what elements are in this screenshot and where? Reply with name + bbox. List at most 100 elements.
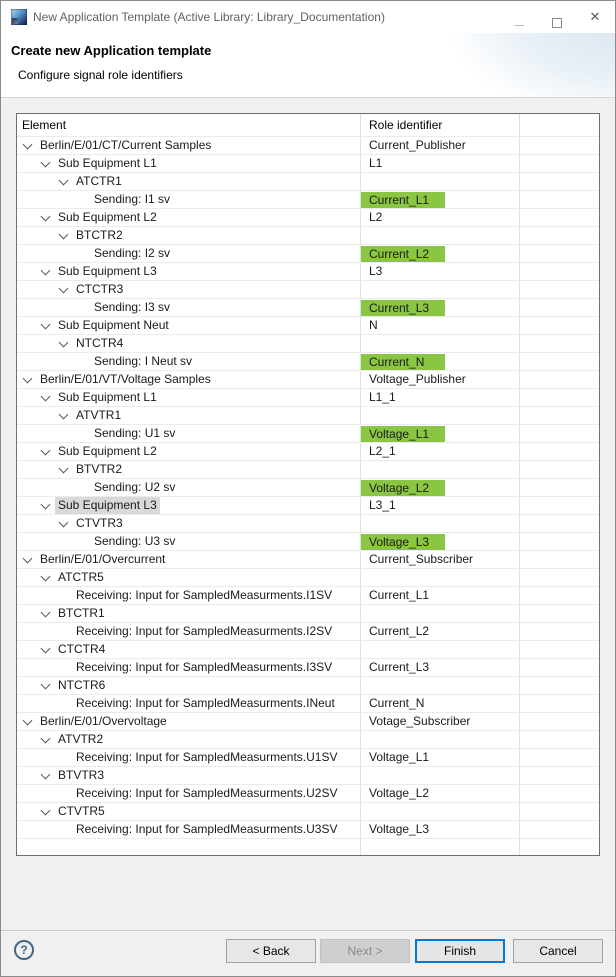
chevron-down-icon[interactable]	[40, 607, 51, 617]
element-cell[interactable]: Sub Equipment L2	[17, 443, 360, 460]
table-row[interactable]: Sub Equipment L2 L2	[17, 209, 599, 227]
role-identifier-cell[interactable]: Current_N	[360, 695, 519, 712]
role-identifier-cell[interactable]	[360, 407, 519, 424]
chevron-down-icon[interactable]	[58, 517, 69, 527]
table-row[interactable]: Berlin/E/01/VT/Voltage Samples Voltage_P…	[17, 371, 599, 389]
extra-cell[interactable]	[519, 299, 599, 316]
element-cell[interactable]: Sub Equipment Neut	[17, 317, 360, 334]
chevron-down-icon[interactable]	[40, 265, 51, 275]
element-cell[interactable]: Receiving: Input for SampledMeasurments.…	[17, 749, 360, 766]
extra-cell[interactable]	[519, 821, 599, 838]
element-cell[interactable]: Sending: I2 sv	[17, 245, 360, 262]
table-row[interactable]: Sending: U3 sv Voltage_L3	[17, 533, 599, 551]
role-identifier-cell[interactable]: Current_Subscriber	[360, 551, 519, 568]
extra-cell[interactable]	[519, 713, 599, 730]
next-button[interactable]: Next >	[320, 939, 410, 963]
element-cell[interactable]: Receiving: Input for SampledMeasurments.…	[17, 821, 360, 838]
table-row[interactable]: Sub Equipment L1 L1	[17, 155, 599, 173]
extra-cell[interactable]	[519, 569, 599, 586]
table-row[interactable]: ATCTR1	[17, 173, 599, 191]
element-cell[interactable]: CTVTR5	[17, 803, 360, 820]
chevron-down-icon[interactable]	[40, 391, 51, 401]
element-cell[interactable]: Berlin/E/01/CT/Current Samples	[17, 137, 360, 154]
element-cell[interactable]: Receiving: Input for SampledMeasurments.…	[17, 785, 360, 802]
role-identifier-cell[interactable]: Current_Publisher	[360, 137, 519, 154]
role-identifier-cell[interactable]: L3	[360, 263, 519, 280]
extra-cell[interactable]	[519, 353, 599, 370]
extra-cell[interactable]	[519, 803, 599, 820]
extra-cell[interactable]	[519, 749, 599, 766]
role-identifier-cell[interactable]: L2	[360, 209, 519, 226]
chevron-down-icon[interactable]	[58, 409, 69, 419]
extra-cell[interactable]	[519, 227, 599, 244]
extra-cell[interactable]	[519, 191, 599, 208]
extra-cell[interactable]	[519, 479, 599, 496]
element-cell[interactable]: Sub Equipment L1	[17, 389, 360, 406]
extra-cell[interactable]	[519, 443, 599, 460]
chevron-down-icon[interactable]	[40, 733, 51, 743]
extra-cell[interactable]	[519, 605, 599, 622]
extra-cell[interactable]	[519, 371, 599, 388]
element-cell[interactable]: Sending: U1 sv	[17, 425, 360, 442]
role-identifier-cell[interactable]	[360, 569, 519, 586]
role-identifier-cell[interactable]: L3_1	[360, 497, 519, 514]
extra-cell[interactable]	[519, 425, 599, 442]
role-identifier-cell[interactable]	[360, 605, 519, 622]
element-cell[interactable]: CTCTR4	[17, 641, 360, 658]
role-identifier-cell[interactable]: Current_L1	[360, 191, 519, 208]
chevron-down-icon[interactable]	[40, 157, 51, 167]
role-identifier-cell[interactable]	[360, 731, 519, 748]
table-row[interactable]: NTCTR4	[17, 335, 599, 353]
chevron-down-icon[interactable]	[58, 337, 69, 347]
role-identifier-cell[interactable]	[360, 281, 519, 298]
element-cell[interactable]: Sub Equipment L2	[17, 209, 360, 226]
extra-cell[interactable]	[519, 785, 599, 802]
element-cell[interactable]: BTCTR2	[17, 227, 360, 244]
maximize-button[interactable]	[538, 1, 576, 33]
role-identifier-cell[interactable]: Voltage_L2	[360, 785, 519, 802]
element-cell[interactable]: ATCTR1	[17, 173, 360, 190]
element-cell[interactable]: Sending: U3 sv	[17, 533, 360, 550]
extra-cell[interactable]	[519, 677, 599, 694]
table-row[interactable]: Berlin/E/01/Overcurrent Current_Subscrib…	[17, 551, 599, 569]
extra-cell[interactable]	[519, 173, 599, 190]
table-row[interactable]: Sending: I3 sv Current_L3	[17, 299, 599, 317]
role-identifier-cell[interactable]: L2_1	[360, 443, 519, 460]
chevron-down-icon[interactable]	[40, 643, 51, 653]
chevron-down-icon[interactable]	[58, 175, 69, 185]
extra-cell[interactable]	[519, 281, 599, 298]
extra-cell[interactable]	[519, 731, 599, 748]
element-cell[interactable]: ATVTR1	[17, 407, 360, 424]
table-row[interactable]: Receiving: Input for SampledMeasurments.…	[17, 695, 599, 713]
role-identifier-cell[interactable]: Voltage_L2	[360, 479, 519, 496]
column-header-element[interactable]: Element	[22, 118, 67, 132]
chevron-down-icon[interactable]	[22, 715, 33, 725]
chevron-down-icon[interactable]	[40, 211, 51, 221]
element-cell[interactable]: BTVTR3	[17, 767, 360, 784]
table-row[interactable]: Receiving: Input for SampledMeasurments.…	[17, 821, 599, 839]
role-identifier-cell[interactable]: L1_1	[360, 389, 519, 406]
titlebar[interactable]: New Application Template (Active Library…	[1, 1, 615, 33]
role-identifier-cell[interactable]: Votage_Subscriber	[360, 713, 519, 730]
table-row[interactable]: Receiving: Input for SampledMeasurments.…	[17, 785, 599, 803]
chevron-down-icon[interactable]	[22, 553, 33, 563]
element-cell[interactable]: Sending: I Neut sv	[17, 353, 360, 370]
cancel-button[interactable]: Cancel	[513, 939, 603, 963]
element-cell[interactable]: NTCTR4	[17, 335, 360, 352]
element-cell[interactable]: Sending: I1 sv	[17, 191, 360, 208]
element-cell[interactable]: Sending: U2 sv	[17, 479, 360, 496]
table-row[interactable]: Sub Equipment L3 L3	[17, 263, 599, 281]
element-cell[interactable]: ATVTR2	[17, 731, 360, 748]
element-cell[interactable]: BTCTR1	[17, 605, 360, 622]
table-row[interactable]: Receiving: Input for SampledMeasurments.…	[17, 587, 599, 605]
table-row[interactable]: NTCTR6	[17, 677, 599, 695]
table-row[interactable]: BTCTR2	[17, 227, 599, 245]
chevron-down-icon[interactable]	[40, 769, 51, 779]
element-cell[interactable]: Berlin/E/01/VT/Voltage Samples	[17, 371, 360, 388]
role-identifier-cell[interactable]: Voltage_Publisher	[360, 371, 519, 388]
role-identifier-cell[interactable]	[360, 641, 519, 658]
table-row[interactable]: Receiving: Input for SampledMeasurments.…	[17, 623, 599, 641]
table-row[interactable]: Sub Equipment L2 L2_1	[17, 443, 599, 461]
extra-cell[interactable]	[519, 767, 599, 784]
extra-cell[interactable]	[519, 137, 599, 154]
